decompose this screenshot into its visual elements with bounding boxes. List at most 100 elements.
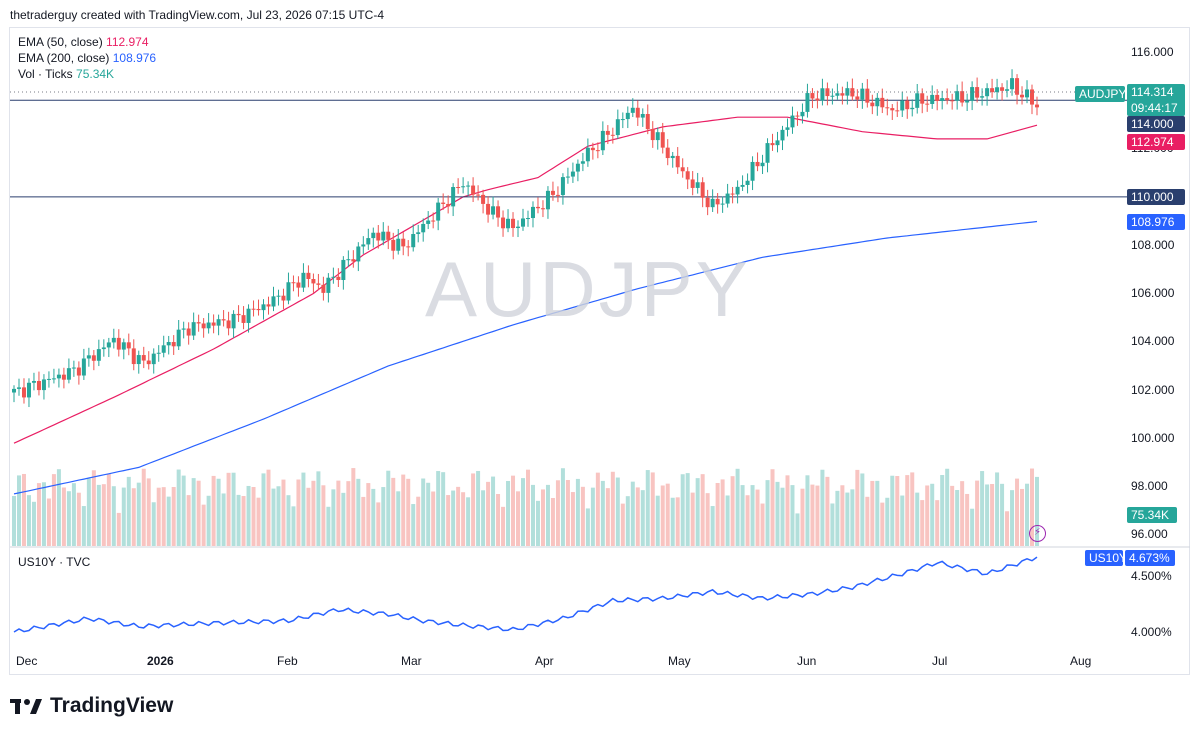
- volume-bar: [685, 473, 690, 546]
- time-tick: 2026: [147, 654, 174, 668]
- legend-ema200-label: EMA (200, close): [18, 51, 110, 65]
- level-110-tag[interactable]: 110.000: [1127, 189, 1185, 205]
- candle-body: [540, 208, 545, 210]
- countdown-value: 09:44:17: [1131, 101, 1178, 115]
- volume-bar: [870, 480, 875, 546]
- volume-bar: [146, 478, 151, 546]
- candle-body: [920, 93, 925, 104]
- volume-bar: [426, 482, 431, 546]
- volume-bar: [595, 472, 600, 546]
- volume-bar: [835, 490, 840, 546]
- ema200-tag[interactable]: 108.976: [1127, 214, 1185, 230]
- candle-body: [885, 107, 890, 109]
- volume-bar: [885, 497, 890, 546]
- volume-tag[interactable]: 75.34K: [1127, 507, 1177, 523]
- volume-bar: [286, 495, 291, 546]
- volume-bar: [625, 496, 630, 546]
- brand-name: TradingView: [50, 694, 174, 717]
- volume-bar: [865, 496, 870, 546]
- volume-bar: [755, 489, 760, 546]
- candle-body: [406, 246, 411, 248]
- volume-bar: [386, 470, 391, 546]
- candle-body: [16, 387, 21, 389]
- candle-body: [915, 93, 920, 108]
- us10y-tick: 4.000%: [1131, 625, 1172, 639]
- tradingview-brand[interactable]: TradingView: [10, 694, 173, 718]
- candle-body: [940, 98, 945, 101]
- volume-bar: [575, 478, 580, 546]
- legend-us10y[interactable]: US10Y · TVC: [18, 554, 90, 570]
- volume-bar: [725, 495, 730, 546]
- candle-body: [780, 129, 785, 141]
- price-tick: 96.000: [1131, 527, 1168, 541]
- volume-bar: [860, 473, 865, 546]
- volume-bar: [880, 502, 885, 546]
- candle-body: [820, 88, 825, 101]
- legend-volume[interactable]: Vol · Ticks 75.34K: [18, 66, 114, 82]
- candle-body: [715, 198, 720, 205]
- candle-body: [521, 218, 526, 227]
- candle-body: [755, 161, 760, 167]
- volume-bar: [521, 478, 526, 546]
- volume-bar: [211, 475, 216, 546]
- candle-body: [41, 379, 46, 391]
- volume-bar: [925, 485, 930, 546]
- candle-body: [1030, 89, 1035, 105]
- volume-bar: [296, 479, 301, 546]
- candle-body: [361, 244, 366, 247]
- candle-body: [516, 226, 521, 229]
- legend-ema50-label: EMA (50, close): [18, 35, 103, 49]
- volume-bar: [840, 485, 845, 546]
- candle-body: [595, 150, 600, 152]
- candle-body: [251, 308, 256, 310]
- volume-bar: [830, 503, 835, 546]
- candle-body: [730, 193, 735, 195]
- volume-bar: [850, 489, 855, 546]
- candle-body: [875, 97, 880, 107]
- last-price-tag[interactable]: 114.314 09:44:17: [1127, 84, 1185, 116]
- candle-body: [401, 238, 406, 247]
- volume-bar: [336, 480, 341, 546]
- candle-body: [530, 206, 535, 219]
- candle-body: [560, 177, 565, 196]
- candle-body: [336, 276, 341, 280]
- symbol-tag[interactable]: AUDJPY: [1075, 86, 1126, 102]
- candle-body: [550, 190, 555, 195]
- candle-body: [421, 223, 426, 233]
- candle-body: [905, 100, 910, 110]
- candle-body: [426, 220, 431, 224]
- volume-bar: [41, 482, 46, 546]
- candle-body: [620, 119, 625, 121]
- legend-ema50[interactable]: EMA (50, close) 112.974: [18, 34, 149, 50]
- legend-us10y-label: US10Y · TVC: [18, 555, 91, 569]
- volume-bar: [645, 470, 650, 546]
- candle-body: [71, 367, 76, 369]
- volume-bar: [31, 501, 36, 546]
- volume-bar: [12, 496, 16, 546]
- legend-ema200[interactable]: EMA (200, close) 108.976: [18, 50, 156, 66]
- ema50-tag[interactable]: 112.974: [1127, 134, 1185, 150]
- volume-bar: [930, 483, 935, 546]
- volume-bar: [605, 488, 610, 546]
- candle-body: [630, 107, 635, 113]
- us10y-value-tag[interactable]: 4.673%: [1125, 550, 1175, 566]
- volume-bar: [81, 506, 86, 546]
- candle-body: [246, 308, 251, 323]
- volume-bar: [121, 487, 126, 546]
- volume-bar: [1025, 483, 1030, 546]
- volume-bar: [530, 484, 535, 546]
- us10y-symbol-tag[interactable]: US10Y: [1085, 550, 1127, 566]
- candle-body: [790, 115, 795, 128]
- candle-body: [695, 182, 700, 188]
- volume-bar: [431, 491, 436, 546]
- volume-bar: [461, 492, 466, 546]
- lightning-icon[interactable]: ⚡: [1029, 525, 1046, 542]
- level-114-tag[interactable]: 114.000: [1127, 116, 1185, 132]
- volume-bar: [615, 477, 620, 546]
- candle-body: [311, 278, 316, 284]
- candle-body: [670, 155, 675, 159]
- candle-body: [650, 129, 655, 141]
- candle-body: [266, 304, 271, 307]
- volume-bar: [540, 489, 545, 546]
